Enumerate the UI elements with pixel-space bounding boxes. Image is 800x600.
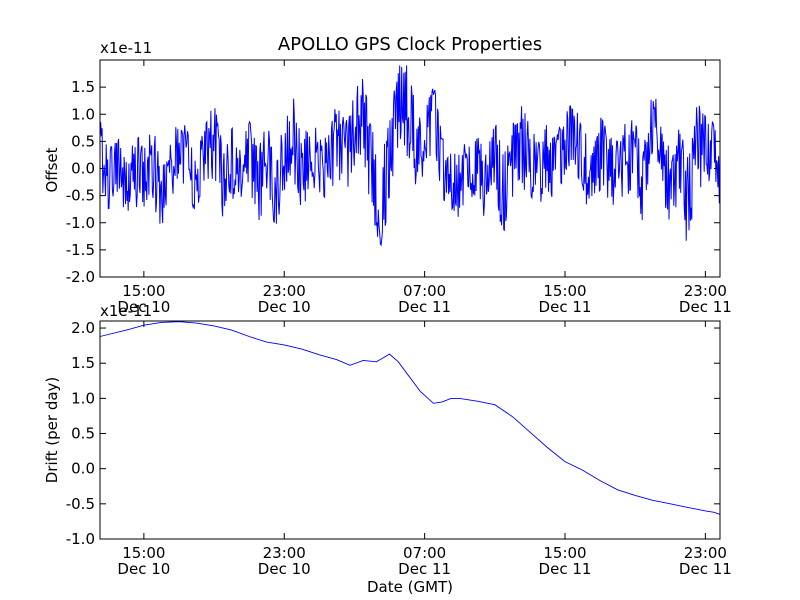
x-tick-label-date: Dec 10 xyxy=(258,298,311,316)
y-tick-label: -2.0 xyxy=(66,268,95,286)
x-tick-label-date: Dec 11 xyxy=(539,298,592,316)
offset-axis-multiplier: x1e-11 xyxy=(100,39,152,57)
offset-series xyxy=(99,65,721,247)
x-tick-label-time: 15:00 xyxy=(543,282,586,300)
y-tick-label: 0.5 xyxy=(71,425,95,443)
y-tick-label: -1.5 xyxy=(66,241,95,259)
x-tick-label-time: 23:00 xyxy=(263,544,306,562)
y-tick-label: 2.0 xyxy=(71,319,95,337)
x-tick-label-date: Dec 11 xyxy=(539,560,592,578)
y-tick-label: -0.5 xyxy=(66,187,95,205)
drift-axis-multiplier: x1e-11 xyxy=(100,302,152,320)
y-tick-label: 0.5 xyxy=(71,132,95,150)
drift-axis-label: Drift (per day) xyxy=(43,377,61,484)
x-tick-label-time: 07:00 xyxy=(403,544,446,562)
x-tick-label-date: Dec 11 xyxy=(398,298,451,316)
x-tick-label-date: Dec 10 xyxy=(117,298,170,316)
drift-series-line xyxy=(99,321,721,515)
drift-panel: x1e-11 Drift (per day) Date (GMT) 15:00D… xyxy=(43,302,732,596)
x-tick-label-time: 07:00 xyxy=(403,282,446,300)
y-tick-label: 1.5 xyxy=(71,354,95,372)
y-tick-label: 1.0 xyxy=(71,105,95,123)
x-tick-label-date: Dec 11 xyxy=(398,560,451,578)
x-tick-label-time: 15:00 xyxy=(122,282,165,300)
y-tick-label: -0.5 xyxy=(66,495,95,513)
x-tick-label-time: 15:00 xyxy=(122,544,165,562)
offset-axis-label: Offset xyxy=(43,147,61,192)
x-tick-label-time: 23:00 xyxy=(684,282,727,300)
y-tick-label: 0.0 xyxy=(71,160,95,178)
x-tick-label-time: 15:00 xyxy=(543,544,586,562)
drift-series xyxy=(99,321,721,515)
y-tick-label: -1.0 xyxy=(66,530,95,548)
x-tick-label-time: 23:00 xyxy=(263,282,306,300)
x-tick-label-time: 23:00 xyxy=(684,544,727,562)
y-tick-label: 1.0 xyxy=(71,389,95,407)
offset-series-line xyxy=(99,65,721,247)
chart-title: APOLLO GPS Clock Properties xyxy=(278,34,542,55)
x-tick-label-date: Dec 10 xyxy=(117,560,170,578)
x-tick-label-date: Dec 11 xyxy=(679,298,732,316)
y-tick-label: -1.0 xyxy=(66,214,95,232)
drift-x-axis-label: Date (GMT) xyxy=(367,578,453,596)
x-tick-label-date: Dec 11 xyxy=(679,560,732,578)
drift-plot-frame xyxy=(99,320,721,540)
x-tick-label-date: Dec 10 xyxy=(258,560,311,578)
y-tick-label: 1.5 xyxy=(71,78,95,96)
offset-plot-frame xyxy=(99,59,721,278)
y-tick-label: 0.0 xyxy=(71,460,95,478)
